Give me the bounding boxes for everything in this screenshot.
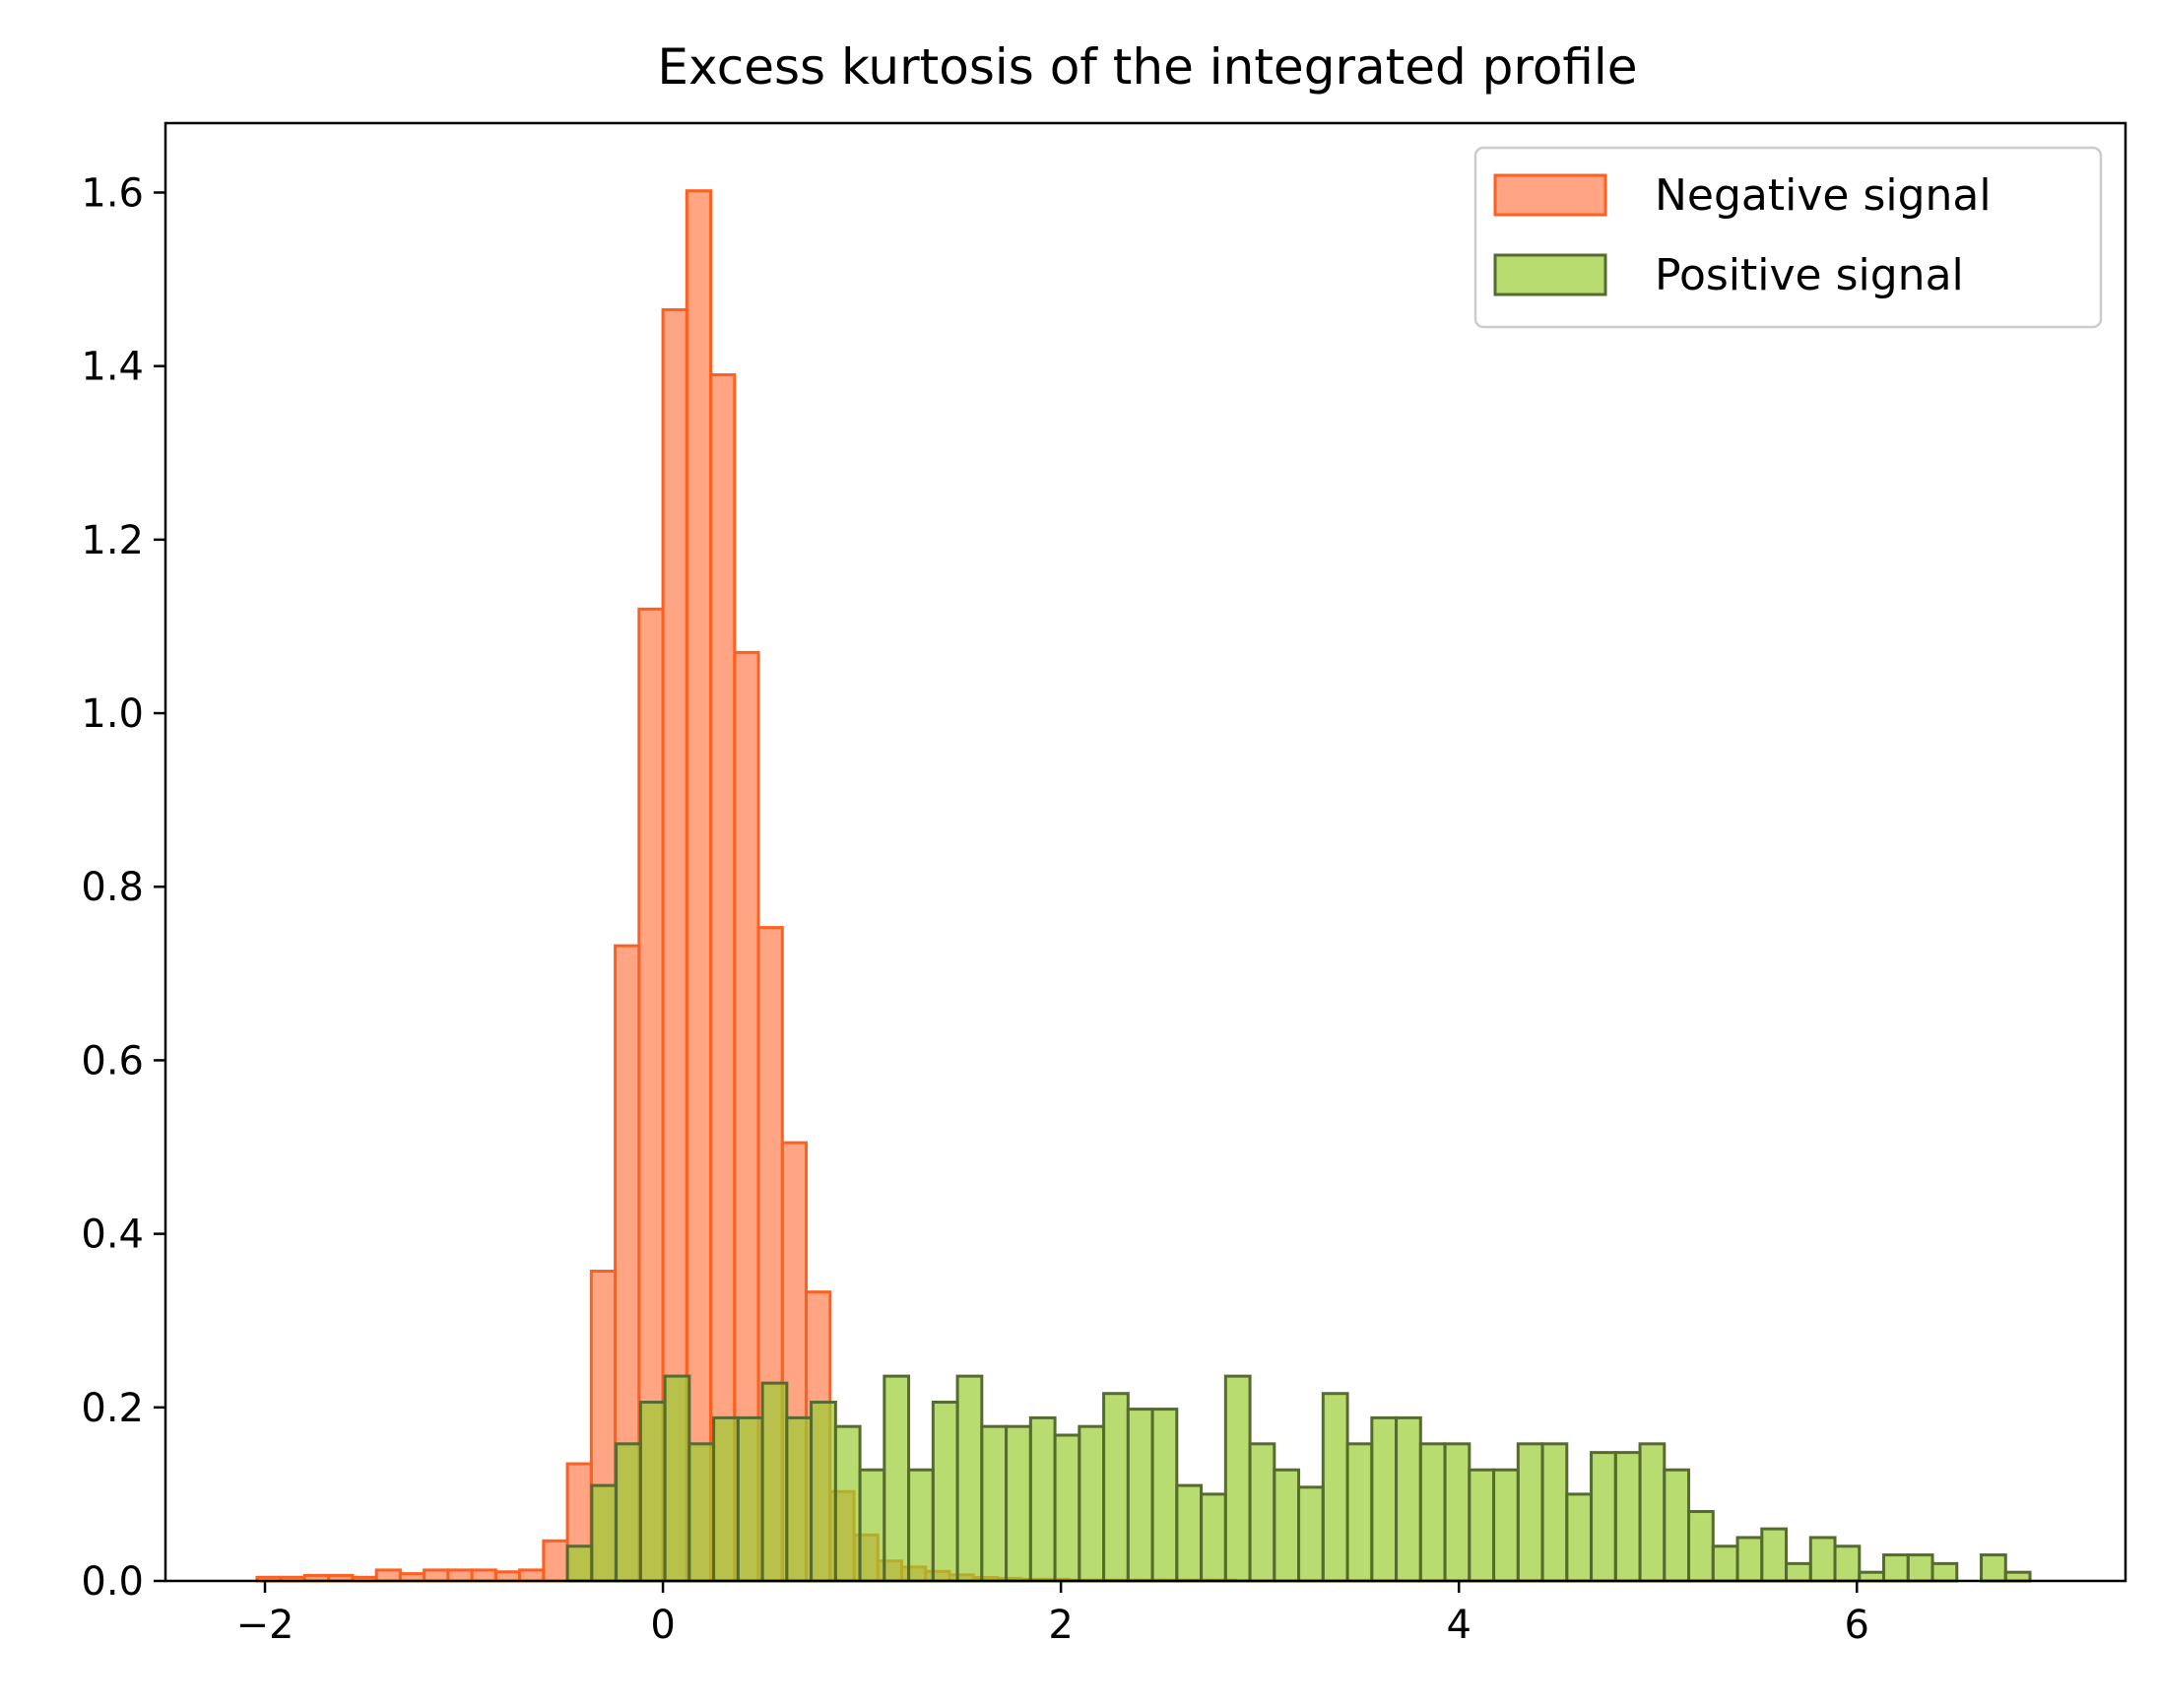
bar-positive-55 (1906, 1553, 1934, 1583)
bar-positive-30 (1297, 1485, 1325, 1583)
bar-positive-16 (955, 1374, 984, 1583)
bar-negative-7 (423, 1568, 450, 1583)
bar-positive-41 (1565, 1492, 1594, 1583)
bar-positive-12 (858, 1468, 886, 1583)
bar-negative-5 (374, 1568, 402, 1583)
y-axis: 0.0 0.2 0.4 0.6 0.8 1.0 1.2 1.4 1.6 (81, 170, 165, 1605)
y-tick-label: 0.2 (81, 1386, 144, 1431)
bar-positive-58 (1980, 1553, 2007, 1583)
bar-positive-54 (1882, 1553, 1910, 1583)
bar-positive-33 (1370, 1415, 1399, 1583)
bar-positive-3 (638, 1401, 667, 1583)
bar-positive-21 (1078, 1424, 1106, 1583)
bar-positive-13 (883, 1374, 911, 1583)
y-tick-label: 0.6 (81, 1038, 144, 1084)
x-tick-label: 6 (1845, 1603, 1869, 1648)
bar-positive-36 (1443, 1442, 1471, 1583)
legend-label-positive: Positive signal (1655, 250, 1964, 300)
y-tick-label: 1.6 (81, 170, 144, 216)
bar-positive-17 (980, 1424, 1009, 1583)
bar-positive-23 (1126, 1408, 1154, 1583)
bar-positive-31 (1321, 1392, 1349, 1583)
bar-positive-4 (663, 1374, 691, 1583)
bar-positive-7 (736, 1415, 764, 1583)
x-tick-label: 0 (650, 1603, 675, 1648)
bar-negative-10 (493, 1570, 522, 1583)
bar-positive-48 (1735, 1536, 1764, 1583)
bar-positive-59 (2003, 1570, 2032, 1583)
legend-label-negative: Negative signal (1655, 170, 1992, 221)
bar-positive-37 (1468, 1468, 1496, 1583)
bar-negative-19 (709, 372, 737, 1583)
bar-positive-44 (1638, 1442, 1667, 1583)
bar-positive-25 (1175, 1483, 1204, 1583)
bar-positive-46 (1687, 1510, 1715, 1583)
negative-signal-bars (255, 189, 1238, 1583)
bar-positive-15 (931, 1401, 959, 1583)
bar-positive-5 (687, 1442, 716, 1583)
bar-negative-8 (446, 1568, 474, 1583)
bar-positive-50 (1785, 1561, 1812, 1583)
x-tick-label: 2 (1048, 1603, 1073, 1648)
bar-positive-38 (1492, 1468, 1520, 1583)
bar-positive-42 (1590, 1451, 1617, 1583)
legend-box (1473, 146, 2103, 329)
y-tick-label: 1.4 (81, 345, 144, 390)
bar-positive-6 (712, 1415, 740, 1583)
bar-positive-14 (907, 1468, 935, 1583)
bar-positive-24 (1150, 1408, 1179, 1583)
bar-negative-18 (685, 189, 713, 1583)
bar-positive-39 (1516, 1442, 1544, 1583)
bar-positive-53 (1858, 1570, 1886, 1583)
bar-positive-51 (1808, 1536, 1837, 1583)
bar-positive-32 (1345, 1442, 1374, 1583)
bar-negative-17 (661, 307, 688, 1583)
bar-positive-28 (1248, 1442, 1276, 1583)
bar-positive-22 (1102, 1392, 1130, 1583)
bar-positive-8 (760, 1381, 789, 1583)
x-axis: −2 0 2 4 6 (236, 1581, 1869, 1648)
bar-positive-45 (1663, 1468, 1691, 1583)
bar-positive-40 (1540, 1442, 1569, 1583)
bar-positive-2 (615, 1442, 642, 1583)
x-tick-label: −2 (236, 1603, 294, 1648)
positive-signal-bars (565, 1374, 2032, 1583)
bar-positive-56 (1930, 1561, 1959, 1583)
bar-positive-11 (833, 1424, 862, 1583)
bar-positive-35 (1418, 1442, 1447, 1583)
bar-positive-9 (785, 1415, 814, 1583)
bar-positive-0 (565, 1544, 594, 1583)
bar-positive-52 (1833, 1544, 1862, 1583)
legend-swatch-positive (1493, 253, 1607, 296)
y-tick-label: 1.0 (81, 691, 144, 737)
bar-positive-34 (1395, 1415, 1422, 1583)
bar-positive-18 (1005, 1424, 1032, 1583)
x-tick-label: 4 (1446, 1603, 1471, 1648)
bar-positive-19 (1028, 1415, 1057, 1583)
bar-positive-27 (1223, 1374, 1252, 1583)
bar-negative-12 (542, 1539, 569, 1583)
bar-positive-10 (810, 1401, 837, 1583)
y-tick-label: 0.4 (81, 1213, 144, 1258)
legend-swatch-negative (1493, 173, 1607, 217)
bar-negative-9 (470, 1568, 497, 1583)
y-tick-label: 0.8 (81, 865, 144, 910)
legend: Negative signal Positive signal (1473, 146, 2103, 329)
bar-positive-29 (1273, 1468, 1301, 1583)
y-tick-label: 0.0 (81, 1559, 144, 1605)
bar-positive-20 (1053, 1433, 1081, 1583)
bar-positive-43 (1613, 1451, 1642, 1583)
plot-area-frame (163, 121, 2127, 1583)
bar-negative-11 (518, 1568, 546, 1583)
y-tick-label: 1.2 (81, 518, 144, 563)
bar-positive-26 (1200, 1492, 1227, 1583)
chart-title: Excess kurtosis of the integrated profil… (657, 38, 1637, 96)
bar-positive-49 (1760, 1527, 1789, 1583)
bar-positive-1 (590, 1483, 619, 1583)
bar-positive-47 (1711, 1544, 1739, 1583)
